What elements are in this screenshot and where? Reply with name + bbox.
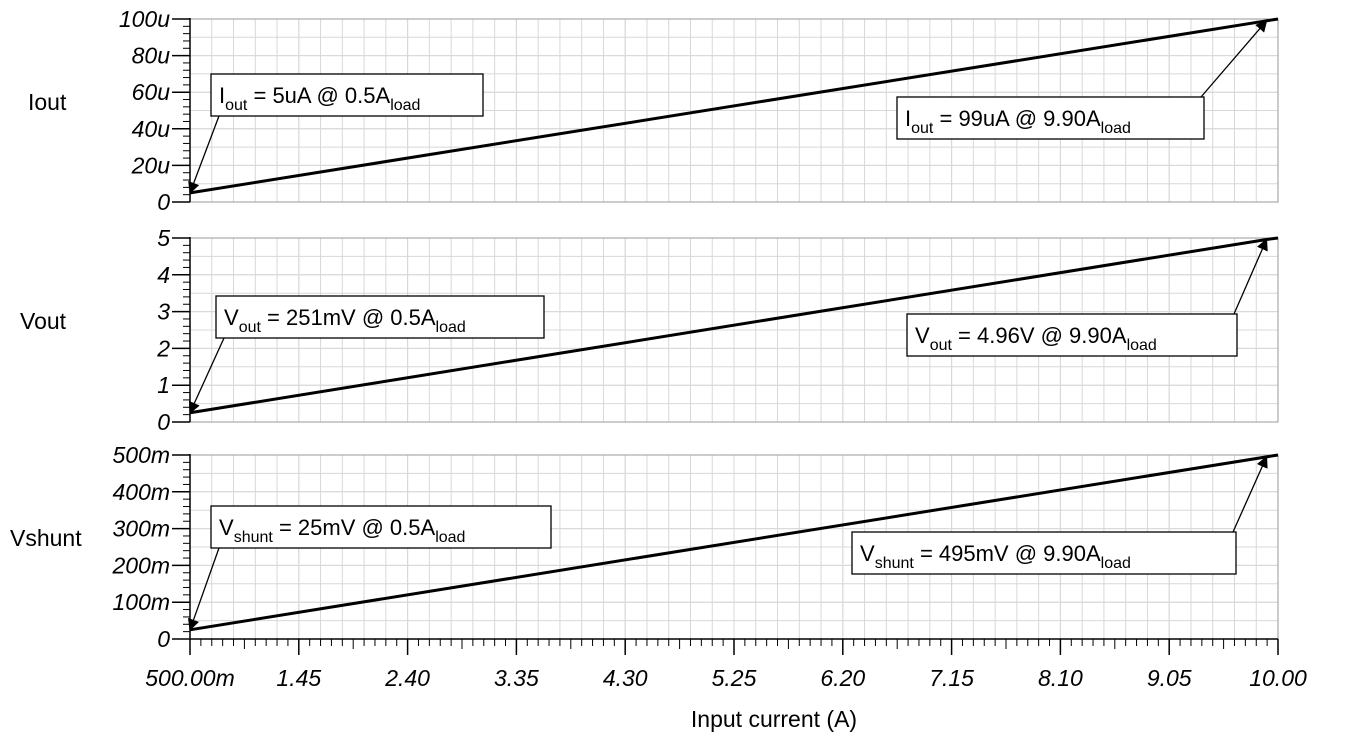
annotation-arrow bbox=[1200, 19, 1268, 98]
annotation-box bbox=[906, 313, 1238, 357]
y-tick-label: 3 bbox=[157, 299, 170, 325]
x-tick-label: 6.20 bbox=[820, 665, 865, 691]
x-tick-label: 7.15 bbox=[929, 665, 974, 691]
annotation-text: Iout = 5uA @ 0.5Aload bbox=[219, 83, 420, 114]
y-tick-label: 40u bbox=[132, 116, 171, 142]
x-tick-label: 5.25 bbox=[712, 665, 757, 691]
x-axis-label: Input current (A) bbox=[691, 706, 857, 732]
x-tick-label: 10.00 bbox=[1249, 665, 1307, 691]
annotation-arrow bbox=[188, 115, 220, 194]
annotation-box bbox=[215, 295, 545, 339]
panel-iout: 0 20u 40u 60u 80u 100u Iout Iout = 5uA @ 0.5Alo… bbox=[28, 6, 1279, 215]
y-tick-label: 5 bbox=[157, 225, 170, 251]
y-tick-label: 100u bbox=[119, 6, 170, 32]
x-tick-label: 500.00m bbox=[145, 665, 235, 691]
y-axis-label: Vout bbox=[20, 308, 67, 334]
annotation-text: Vout = 251mV @ 0.5Aload bbox=[224, 305, 466, 336]
annotation-arrow bbox=[189, 337, 225, 414]
annotation-box bbox=[851, 531, 1237, 575]
y-tick-label: 400m bbox=[112, 479, 170, 505]
y-tick-label: 0 bbox=[157, 626, 170, 652]
annotation-arrow bbox=[188, 547, 220, 631]
annotation-arrow bbox=[1232, 455, 1268, 533]
annotation-text: Vshunt = 25mV @ 0.5Aload bbox=[219, 515, 465, 546]
y-tick-label: 20u bbox=[131, 152, 171, 178]
annotation-box bbox=[210, 73, 484, 117]
annotation-arrow bbox=[1233, 238, 1268, 315]
y-tick-label: 80u bbox=[132, 43, 171, 69]
x-tick-label: 8.10 bbox=[1038, 665, 1083, 691]
y-axis-label: Iout bbox=[28, 89, 67, 115]
x-tick-label: 1.45 bbox=[276, 665, 321, 691]
x-axis: 500.00m 1.45 2.40 3.35 4.30 5.25 6.20 7.15 8.10 9… bbox=[145, 638, 1307, 732]
x-tick-label: 2.40 bbox=[384, 665, 430, 691]
annotation-box bbox=[896, 96, 1205, 140]
panel-vshunt: 0 100m 200m 300m 400m 500m Vshunt Vshunt = 25mV… bbox=[10, 442, 1279, 652]
y-tick-label: 0 bbox=[157, 189, 170, 215]
y-tick-label: 500m bbox=[112, 442, 170, 468]
y-tick-label: 200m bbox=[111, 552, 170, 578]
y-tick-label: 2 bbox=[156, 335, 170, 361]
x-tick-label: 3.35 bbox=[494, 665, 539, 691]
x-tick-label: 9.05 bbox=[1147, 665, 1192, 691]
y-tick-label: 4 bbox=[157, 262, 170, 288]
annotation-box bbox=[210, 505, 552, 549]
panel-vout: 0 1 2 3 4 5 Vout Vout = 251mV @ 0.5Aload Vout = … bbox=[20, 225, 1279, 435]
y-tick-label: 300m bbox=[112, 516, 170, 542]
annotation-text: Iout = 99uA @ 9.90Aload bbox=[905, 106, 1131, 137]
y-axis-label: Vshunt bbox=[10, 525, 82, 551]
y-tick-label: 1 bbox=[157, 372, 170, 398]
annotation-text: Vshunt = 495mV @ 9.90Aload bbox=[860, 541, 1131, 572]
annotation-text: Vout = 4.96V @ 9.90Aload bbox=[915, 323, 1157, 354]
y-tick-label: 0 bbox=[157, 409, 170, 435]
x-tick-label: 4.30 bbox=[603, 665, 648, 691]
y-tick-label: 60u bbox=[132, 79, 171, 105]
y-tick-label: 100m bbox=[112, 589, 170, 615]
